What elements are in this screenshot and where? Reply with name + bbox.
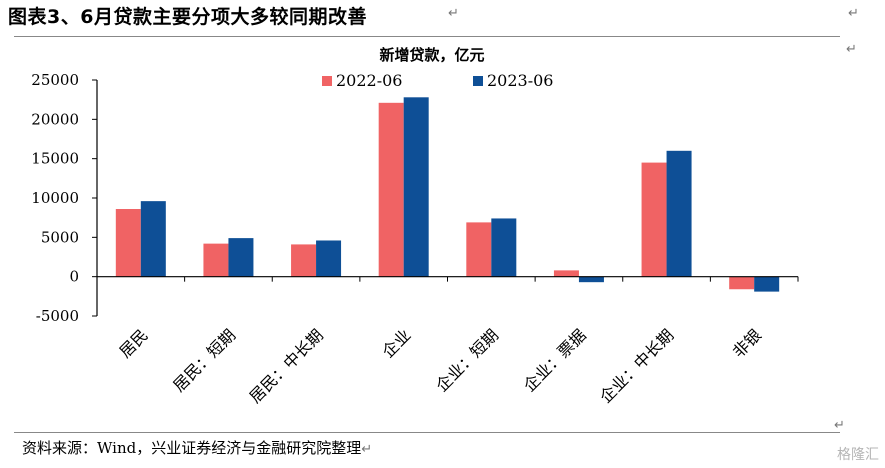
bar-2023-06 (578, 276, 604, 283)
bar-2022-06 (466, 222, 492, 277)
source-text: 资料来源：Wind，兴业证券经济与金融研究院整理 (22, 439, 362, 457)
x-category-label: 企业：短期 (432, 325, 502, 395)
y-tick-label: 5000 (41, 228, 79, 246)
x-category-label: 居民：短期 (169, 325, 239, 395)
legend-label: 2022-06 (336, 71, 402, 90)
top-rule (14, 36, 840, 37)
bar-2022-06 (203, 243, 229, 277)
bar-2022-06 (729, 276, 755, 290)
legend-label: 2023-06 (487, 71, 553, 90)
x-category-label: 非银 (729, 325, 765, 361)
y-tick-label: 15000 (31, 150, 79, 168)
y-tick-label: 20000 (31, 110, 79, 128)
bars (115, 97, 780, 292)
y-tick-label: 10000 (31, 189, 79, 207)
return-mark: ↵ (361, 442, 373, 457)
bar-2022-06 (291, 244, 317, 277)
bar-2023-06 (316, 240, 342, 277)
x-category-label: 企业 (378, 325, 414, 361)
bottom-rule (14, 432, 840, 433)
x-category-label: 企业：中长期 (596, 325, 677, 406)
legend-swatch (322, 76, 332, 86)
bar-2022-06 (641, 162, 667, 277)
figure-title: 图表3、6月贷款主要分项大多较同期改善 (8, 6, 367, 28)
bar-2023-06 (403, 97, 429, 277)
x-category-label: 居民：中长期 (246, 325, 327, 406)
y-tick-label: 0 (69, 268, 79, 286)
bar-2023-06 (491, 218, 517, 277)
y-tick-label: -5000 (36, 307, 79, 325)
legend: 2022-06 2023-06 (322, 71, 553, 90)
bar-2022-06 (115, 209, 141, 277)
chart-title: 新增贷款，亿元 (379, 46, 484, 64)
bar-2022-06 (378, 102, 404, 277)
bar-2023-06 (140, 201, 166, 277)
bar-2023-06 (666, 150, 692, 277)
bar-2023-06 (754, 276, 780, 292)
bar-2023-06 (228, 238, 254, 277)
return-mark: ↵ (846, 42, 857, 57)
y-tick-label: 25000 (31, 71, 79, 89)
return-mark: ↵ (848, 6, 859, 21)
x-category-label: 企业：票据 (520, 325, 590, 395)
return-mark: ↵ (834, 418, 845, 433)
watermark: 格隆汇 (837, 447, 879, 463)
return-mark: ↵ (448, 6, 459, 21)
legend-swatch (473, 76, 483, 86)
bar-2022-06 (553, 270, 579, 277)
source-note: 资料来源：Wind，兴业证券经济与金融研究院整理↵ (22, 437, 372, 458)
x-category-label: 居民 (116, 325, 152, 361)
